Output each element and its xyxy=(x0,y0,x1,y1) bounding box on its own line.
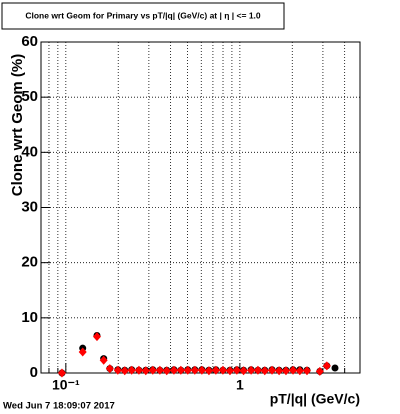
y-tick-label: 50 xyxy=(21,88,38,105)
data-point xyxy=(78,347,87,357)
y-tick-label: 0 xyxy=(30,364,38,381)
data-point xyxy=(162,366,171,376)
chart-title: Clone wrt Geom for Primary vs pT/|q| (Ge… xyxy=(25,10,261,20)
y-tick-label: 30 xyxy=(21,198,38,215)
data-point xyxy=(331,364,339,372)
data-point xyxy=(268,365,277,375)
y-tick-label: 40 xyxy=(21,143,38,160)
data-point xyxy=(275,366,284,376)
data-point xyxy=(92,332,101,342)
data-point xyxy=(134,365,143,375)
footer-date: Wed Jun 7 18:09:07 2017 xyxy=(3,401,115,412)
data-point xyxy=(281,366,290,376)
data-point xyxy=(57,368,66,378)
data-point xyxy=(302,366,311,376)
data-point xyxy=(218,365,227,375)
data-point xyxy=(204,366,213,376)
data-point xyxy=(169,365,178,375)
data-point xyxy=(127,365,136,375)
data-point xyxy=(141,366,150,376)
data-point xyxy=(253,365,262,375)
data-point xyxy=(113,365,122,375)
data-point xyxy=(99,355,108,365)
x-tick-label: 1 xyxy=(236,377,244,393)
data-point xyxy=(155,365,164,375)
data-point xyxy=(247,365,256,375)
data-point xyxy=(239,366,248,376)
y-tick-label: 60 xyxy=(21,33,38,50)
y-tick-label: 20 xyxy=(21,254,38,271)
data-point xyxy=(211,365,220,375)
data-point xyxy=(289,365,298,375)
data-point xyxy=(183,365,192,375)
data-point xyxy=(260,366,269,376)
data-point xyxy=(190,365,199,375)
x-tick-label: 10⁻¹ xyxy=(52,377,80,393)
data-point xyxy=(148,365,157,375)
data-point xyxy=(120,366,129,376)
y-tick-label: 10 xyxy=(21,309,38,326)
data-point xyxy=(197,365,206,375)
data-point xyxy=(232,365,241,375)
data-point xyxy=(295,366,304,376)
data-point xyxy=(315,366,324,376)
title-box xyxy=(1,2,285,30)
data-point xyxy=(322,361,331,371)
x-axis-label: pT/|q| (GeV/c) xyxy=(270,391,360,407)
data-point xyxy=(176,365,185,375)
data-point xyxy=(225,366,234,376)
data-point xyxy=(105,364,114,374)
y-axis-label: Clone wrt Geom (%) xyxy=(9,54,26,197)
